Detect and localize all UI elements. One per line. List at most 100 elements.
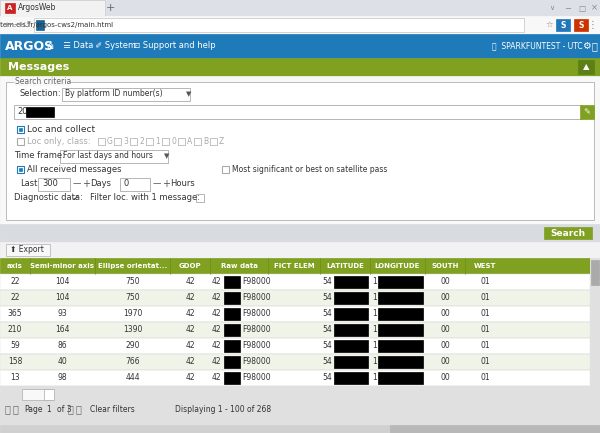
Text: 54: 54 — [322, 278, 332, 287]
Bar — [390, 425, 600, 433]
Bar — [591, 260, 599, 285]
Text: GDOP: GDOP — [179, 263, 202, 269]
Text: 54: 54 — [322, 294, 332, 303]
Bar — [0, 0, 105, 16]
Bar — [194, 138, 201, 145]
Bar — [34, 18, 524, 32]
Bar — [378, 340, 423, 352]
Text: 01: 01 — [480, 310, 490, 319]
Text: —: — — [73, 180, 82, 188]
Text: ⌂: ⌂ — [46, 41, 53, 51]
Text: Loc only, class:: Loc only, class: — [27, 138, 91, 146]
Bar — [0, 58, 600, 76]
Text: ▲: ▲ — [583, 62, 589, 71]
Text: 1390: 1390 — [123, 326, 142, 335]
Bar — [19, 128, 22, 131]
Text: Time frame:: Time frame: — [14, 152, 65, 161]
Bar — [0, 370, 590, 386]
Bar — [196, 194, 204, 202]
Bar — [590, 338, 600, 354]
Bar — [38, 178, 70, 191]
Bar — [210, 138, 217, 145]
Text: 42: 42 — [185, 294, 195, 303]
Bar — [224, 356, 240, 368]
Bar — [590, 258, 600, 386]
Text: Ellipse orientat...: Ellipse orientat... — [98, 263, 167, 269]
Text: 3: 3 — [123, 138, 128, 146]
Bar — [130, 138, 137, 145]
Text: 42: 42 — [185, 326, 195, 335]
Text: 750: 750 — [125, 294, 140, 303]
Bar — [62, 88, 190, 101]
Text: ☰ Data: ☰ Data — [58, 42, 94, 51]
Text: ✎: ✎ — [583, 107, 590, 116]
Bar — [14, 105, 582, 119]
Text: 290: 290 — [125, 342, 140, 350]
Text: 1: 1 — [372, 326, 377, 335]
Bar — [44, 389, 54, 400]
Text: 22: 22 — [10, 294, 20, 303]
Text: 〈: 〈 — [13, 404, 19, 414]
Text: Selection:: Selection: — [20, 90, 62, 98]
Text: ↺: ↺ — [23, 20, 31, 30]
Text: All received messages: All received messages — [27, 165, 121, 174]
Text: LATITUDE: LATITUDE — [326, 263, 364, 269]
Bar — [590, 354, 600, 370]
Text: 444: 444 — [125, 374, 140, 382]
Text: 0: 0 — [171, 138, 176, 146]
Text: By platform ID number(s): By platform ID number(s) — [65, 90, 163, 98]
Text: Hours: Hours — [170, 180, 195, 188]
Text: F98000: F98000 — [242, 278, 271, 287]
Text: G: G — [107, 138, 113, 146]
Text: 2: 2 — [139, 138, 144, 146]
Bar — [334, 324, 368, 336]
Text: ☆: ☆ — [545, 20, 553, 29]
Bar — [0, 258, 590, 274]
Text: 01: 01 — [480, 374, 490, 382]
Text: ⏻: ⏻ — [592, 41, 598, 51]
Bar — [334, 308, 368, 320]
Text: F98000: F98000 — [242, 294, 271, 303]
Text: Search: Search — [550, 229, 586, 237]
Bar — [0, 274, 590, 290]
Bar — [0, 76, 600, 224]
Text: Raw data: Raw data — [221, 263, 257, 269]
Text: B: B — [203, 138, 208, 146]
Text: 22: 22 — [10, 278, 20, 287]
Bar — [0, 290, 590, 306]
Bar — [162, 138, 169, 145]
Text: ×: × — [590, 3, 598, 13]
Text: F98000: F98000 — [242, 358, 271, 366]
Text: ─: ─ — [566, 3, 571, 13]
Text: F98000: F98000 — [242, 374, 271, 382]
Text: ▼: ▼ — [186, 91, 191, 97]
Text: Last: Last — [20, 180, 37, 188]
Bar — [378, 308, 423, 320]
Text: +: + — [162, 179, 170, 189]
Text: 42: 42 — [185, 374, 195, 382]
Bar — [22, 389, 52, 400]
Bar — [224, 340, 240, 352]
Bar — [224, 292, 240, 304]
Bar — [0, 338, 590, 354]
Text: 59: 59 — [10, 342, 20, 350]
Bar — [580, 105, 594, 119]
Text: 》: 》 — [76, 404, 82, 414]
Text: 1970: 1970 — [123, 310, 142, 319]
Text: A: A — [187, 138, 192, 146]
Bar — [578, 60, 594, 74]
Text: □: □ — [578, 3, 586, 13]
Bar — [0, 354, 590, 370]
Bar — [19, 168, 22, 171]
Bar — [26, 107, 54, 117]
Bar — [334, 340, 368, 352]
Text: Semi-minor axis: Semi-minor axis — [31, 263, 95, 269]
Text: A: A — [7, 5, 13, 11]
Text: 👤  SPARKFUNTEST - UTC: 👤 SPARKFUNTEST - UTC — [492, 42, 583, 51]
Text: 54: 54 — [322, 342, 332, 350]
Bar — [17, 138, 24, 145]
Bar — [378, 276, 423, 288]
Text: ⋮: ⋮ — [588, 20, 598, 30]
Text: ARGOS: ARGOS — [5, 39, 54, 52]
Bar — [222, 166, 229, 173]
